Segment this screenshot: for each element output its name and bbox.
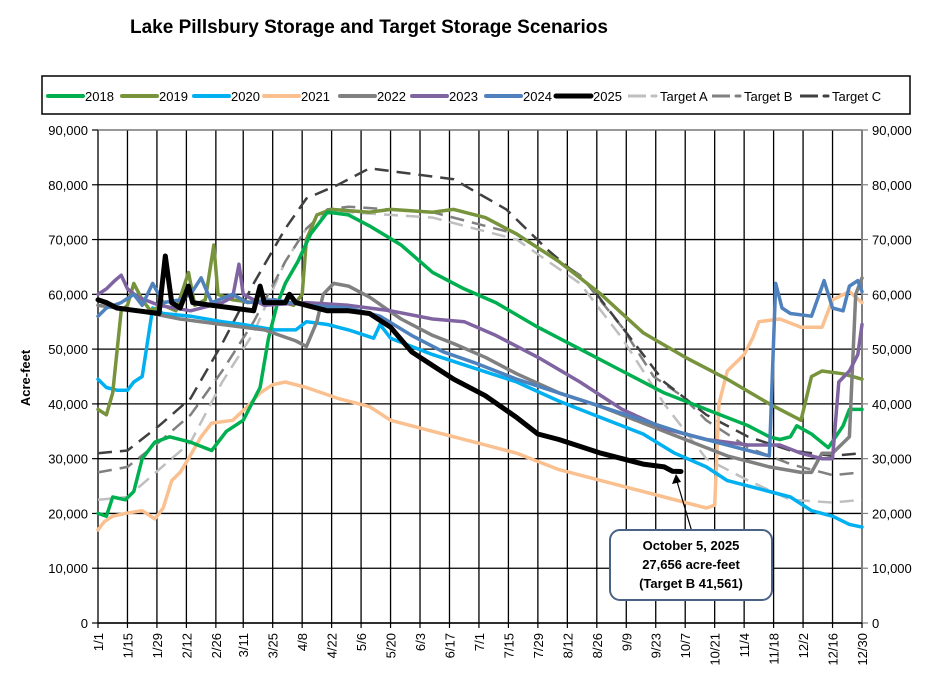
x-tick-label: 10/21	[708, 633, 723, 666]
legend-label: 2023	[449, 89, 478, 104]
y-tick-label-right: 90,000	[872, 123, 912, 138]
x-tick-label: 11/4	[737, 633, 752, 657]
legend-label: 2022	[377, 89, 406, 104]
legend-item-2022: 2022	[338, 89, 406, 104]
legend-item-target-a: Target A	[628, 89, 708, 104]
y-tick-label-right: 80,000	[872, 178, 912, 193]
series-line-2018	[96, 210, 864, 518]
legend-item-2021: 2021	[262, 89, 330, 104]
y-axis-right: 0 10,000 20,000 30,000 40,000 50,000 60,000 70,…	[862, 123, 912, 631]
callout: October 5, 2025 27,656 acre-feet (Target…	[609, 474, 773, 601]
legend-item-2019: 2019	[120, 89, 188, 104]
chart-title: Lake Pillsbury Storage and Target Storag…	[130, 17, 608, 38]
legend-label: 2024	[523, 89, 552, 104]
legend-item-2023: 2023	[410, 89, 478, 104]
x-tick-label: 3/11	[236, 633, 251, 657]
x-tick-label: 6/17	[442, 633, 457, 658]
x-tick-label: 12/2	[796, 633, 811, 658]
y-tick-label-right: 70,000	[872, 233, 912, 248]
legend-item-target-b: Target B	[712, 89, 792, 104]
legend: 2018 2019 2020 2021 2022 2023 2024 2025 Target A…	[41, 75, 911, 115]
x-tick-label: 3/25	[266, 633, 281, 658]
series-line-2021	[96, 289, 864, 532]
y-tick-label-right: 10,000	[872, 561, 912, 576]
legend-label: 2018	[85, 89, 114, 104]
y-tick-label-right: 50,000	[872, 342, 912, 357]
y-tick-label-right: 30,000	[872, 452, 912, 467]
x-tick-label: 4/8	[295, 633, 310, 651]
callout-line-2: 27,656 acre-feet	[642, 557, 740, 572]
x-axis: 1/1 1/15 1/29 2/12 2/26 3/11 3/25 4/8 4/22 5/6 5/2…	[91, 622, 870, 666]
y-tick-label-right: 60,000	[872, 287, 912, 302]
x-tick-label: 12/16	[826, 633, 841, 666]
x-tick-label: 1/15	[120, 633, 135, 658]
x-tick-label: 1/1	[91, 633, 106, 651]
series-line-target-a	[97, 210, 863, 504]
y-tick-label-left: 70,000	[48, 233, 88, 248]
x-tick-label: 8/26	[590, 633, 605, 658]
y-tick-label-left: 80,000	[48, 178, 88, 193]
legend-label: Target B	[744, 89, 792, 104]
y-tick-label-left: 50,000	[48, 342, 88, 357]
x-tick-label: 7/1	[472, 633, 487, 651]
y-tick-label-left: 40,000	[48, 397, 88, 412]
callout-arrowhead	[672, 474, 681, 484]
y-axis-label: Acre-feet	[18, 349, 33, 406]
y-tick-label-right: 20,000	[872, 506, 912, 521]
y-tick-label-right: 0	[872, 616, 879, 631]
x-tick-label: 5/20	[384, 633, 399, 658]
y-tick-label-left: 60,000	[48, 287, 88, 302]
x-tick-label: 7/15	[501, 633, 516, 658]
y-tick-label-left: 10,000	[48, 561, 88, 576]
callout-line-1: October 5, 2025	[643, 538, 740, 553]
y-tick-label-left: 0	[81, 616, 88, 631]
x-tick-label: 2/26	[209, 633, 224, 658]
series-line-target-c	[97, 167, 863, 458]
legend-box	[41, 75, 911, 115]
legend-item-2024: 2024	[484, 89, 552, 104]
legend-label: Target C	[832, 89, 881, 104]
legend-label: 2020	[231, 89, 260, 104]
y-tick-label-left: 30,000	[48, 452, 88, 467]
x-tick-label: 5/6	[354, 633, 369, 651]
x-tick-label: 4/22	[325, 633, 340, 658]
x-tick-label: 12/30	[855, 633, 870, 666]
x-tick-label: 11/18	[767, 633, 782, 665]
legend-item-2025: 2025	[553, 89, 622, 104]
x-tick-label: 9/23	[649, 633, 664, 658]
x-tick-label: 8/12	[560, 633, 575, 658]
x-tick-label: 6/3	[413, 633, 428, 651]
series-line-2024	[96, 276, 864, 458]
y-tick-label-right: 40,000	[872, 397, 912, 412]
series-line-2020	[96, 306, 864, 529]
legend-item-2018: 2018	[46, 89, 114, 104]
series-line-2022	[96, 276, 864, 475]
x-tick-label: 9/9	[619, 633, 634, 651]
legend-item-2020: 2020	[192, 89, 260, 104]
y-tick-label-left: 90,000	[48, 123, 88, 138]
legend-label: 2019	[159, 89, 188, 104]
x-tick-label: 2/12	[179, 633, 194, 658]
series-line-2019	[96, 207, 864, 423]
legend-label: 2025	[593, 89, 622, 104]
legend-item-target-c: Target C	[800, 89, 881, 104]
callout-box	[609, 529, 773, 601]
callout-arrow-line	[675, 477, 693, 533]
legend-label: 2021	[301, 89, 330, 104]
x-tick-label: 10/7	[678, 633, 693, 658]
series-line-2025	[95, 253, 684, 474]
x-tick-label: 7/29	[531, 633, 546, 658]
callout-line-3: (Target B 41,561)	[639, 576, 743, 591]
x-tick-label: 1/29	[150, 633, 165, 658]
y-axis-left: 0 10,000 20,000 30,000 40,000 50,000 60,000 70,…	[48, 123, 98, 631]
legend-label: Target A	[660, 89, 708, 104]
y-tick-label-left: 20,000	[48, 506, 88, 521]
series-group	[95, 167, 864, 532]
